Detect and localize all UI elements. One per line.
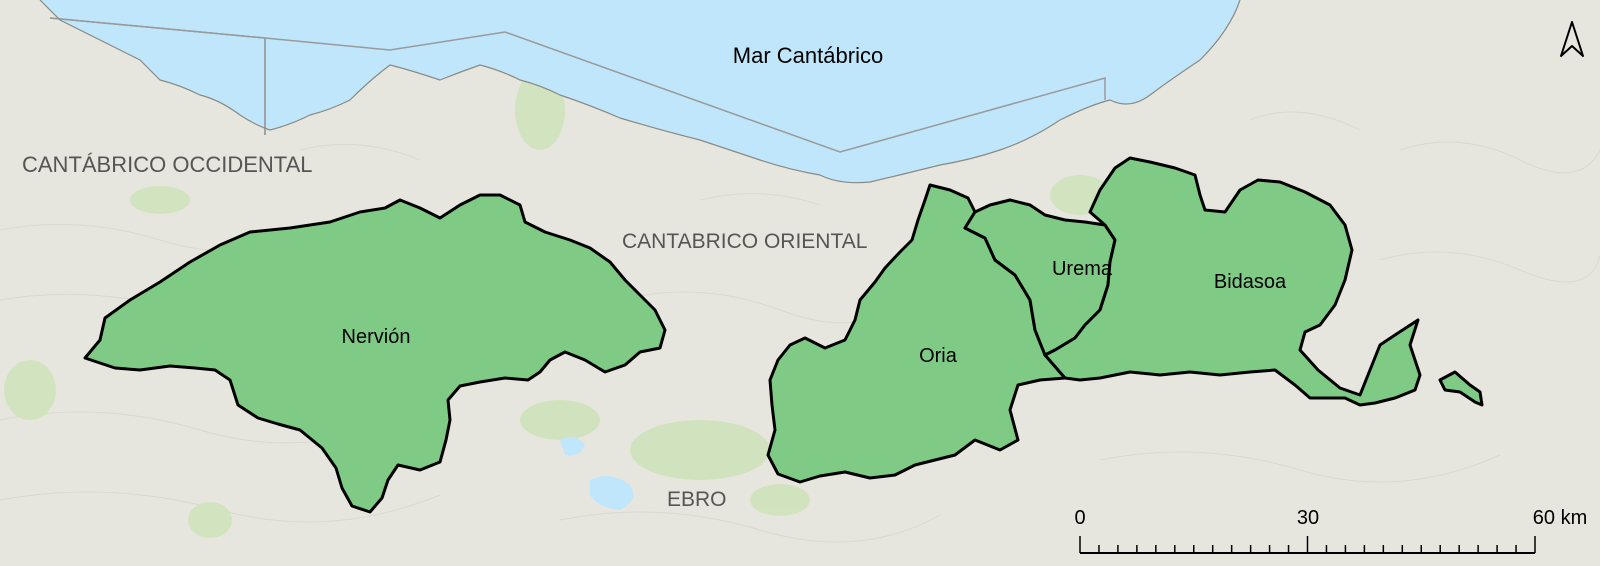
basin-label-nervion: Nervión	[342, 326, 411, 348]
north-arrow-icon	[1560, 21, 1584, 57]
sea-label: Mar Cantábrico	[733, 43, 883, 68]
basins	[83, 156, 1484, 514]
scale-tick-label-60: 60 km	[1533, 507, 1587, 529]
maritime-boundary-line	[49, 17, 1106, 153]
basin-label-bidasoa: Bidasoa	[1214, 271, 1287, 293]
region-label-cantabrico-oriental: CANTABRICO ORIENTAL	[622, 230, 867, 253]
region-label-ebro: EBRO	[667, 488, 727, 511]
coastline	[39, 0, 1241, 184]
basin-bidasoa[interactable]	[1043, 156, 1422, 407]
scale-bar: 0 30 60 km	[1074, 507, 1587, 554]
basin-label-urema: Urema	[1052, 258, 1113, 280]
scale-tick-label-30: 30	[1297, 507, 1319, 529]
region-label-cantabrico-occidental: CANTÁBRICO OCCIDENTAL	[22, 152, 313, 177]
basin-nervion[interactable]	[83, 193, 667, 514]
basin-bidasoa-exclave[interactable]	[1438, 370, 1484, 407]
reservoir	[590, 476, 634, 510]
basin-label-oria: Oria	[919, 345, 958, 367]
scale-tick-label-0: 0	[1074, 507, 1085, 529]
reservoir-2	[560, 436, 585, 456]
